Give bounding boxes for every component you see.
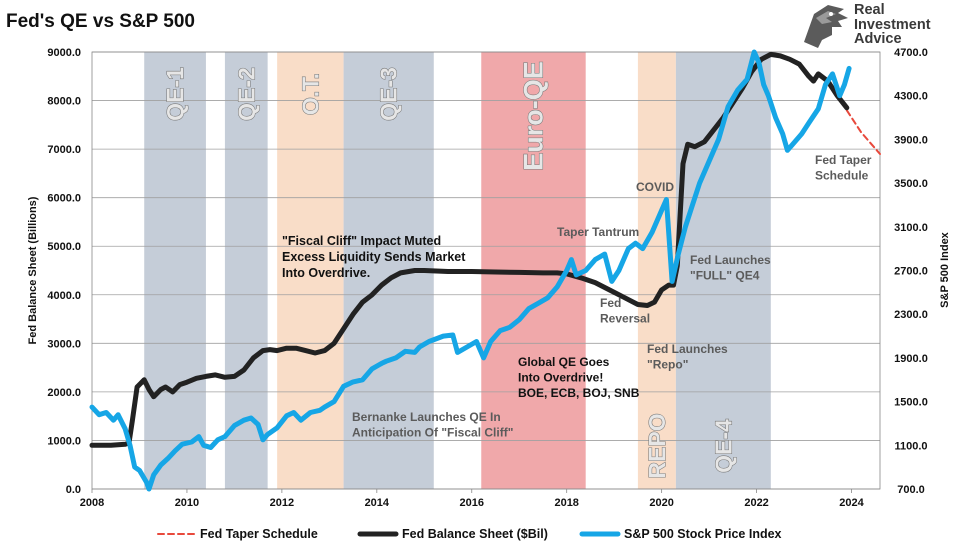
series-line-2 bbox=[89, 49, 852, 492]
y-tick-label-right: 700.0 bbox=[897, 484, 925, 496]
legend-label-1: Fed Balance Sheet ($Bil) bbox=[402, 527, 548, 541]
annotation-1: Bernanke Launches QE In Anticipation Of "… bbox=[352, 410, 513, 440]
x-tick-label: 2020 bbox=[649, 497, 673, 509]
annotation-6: Fed Launches "Repo" bbox=[647, 342, 728, 372]
period-label: Euro-QE bbox=[518, 61, 548, 171]
y-tick-label-right: 1500.0 bbox=[894, 397, 928, 409]
x-tick-label: 2012 bbox=[270, 497, 294, 509]
x-tick-label: 2008 bbox=[80, 497, 104, 509]
annotation-line: Reversal bbox=[600, 312, 650, 326]
brand-logo: Real Investment Advice bbox=[798, 2, 958, 50]
annotation-line: Into Overdrive! bbox=[518, 371, 603, 385]
y-tick-label-left: 1000.0 bbox=[47, 435, 81, 447]
annotation-7: Global QE Goes Into Overdrive! BOE, ECB, B… bbox=[518, 355, 640, 400]
annotation-line: "Repo" bbox=[647, 358, 688, 372]
annotation-4: Fed Reversal bbox=[600, 296, 650, 326]
y-tick-label-left: 8000.0 bbox=[47, 96, 81, 108]
annotation-line: "FULL" QE4 bbox=[690, 269, 760, 283]
annotation-line: BOE, ECB, BOJ, SNB bbox=[518, 386, 640, 400]
period-label: QE-4 bbox=[710, 419, 736, 473]
logo-line-3: Advice bbox=[854, 31, 902, 47]
y-tick-label-right: 3900.0 bbox=[894, 134, 928, 146]
period-label: QE-2 bbox=[233, 67, 259, 121]
y-tick-label-right: 2700.0 bbox=[894, 266, 928, 278]
chart-title: Fed's QE vs S&P 500 bbox=[6, 11, 195, 32]
shaded-period-0 bbox=[144, 52, 206, 489]
logo-line-1: Real bbox=[854, 2, 885, 18]
annotation-line: Into Overdrive. bbox=[282, 266, 370, 280]
annotation-line: Fed bbox=[600, 296, 621, 310]
legend-label-2: S&P 500 Stock Price Index bbox=[624, 527, 782, 541]
shaded-period-1 bbox=[224, 52, 268, 489]
annotation-8: Fed Taper Schedule bbox=[815, 153, 872, 183]
annotation-line: Fed Launches bbox=[690, 253, 771, 267]
annotation-line: Fed Taper bbox=[815, 153, 872, 167]
x-tick-label: 2018 bbox=[554, 497, 578, 509]
series-line-1 bbox=[89, 51, 850, 448]
y-tick-label-right: 4300.0 bbox=[894, 91, 928, 103]
annotation-line: COVID bbox=[636, 180, 674, 194]
y-tick-label-left: 0.0 bbox=[66, 484, 81, 496]
y-tick-label-right: 4700.0 bbox=[894, 47, 928, 59]
y-tick-label-left: 7000.0 bbox=[47, 144, 81, 156]
annotation-line: Excess Liquidity Sends Market bbox=[282, 250, 466, 264]
annotation-3: COVID bbox=[636, 180, 674, 194]
y-axis-label-left: Fed Balance Sheet (Billions) bbox=[27, 196, 39, 344]
y-tick-label-right: 3100.0 bbox=[894, 222, 928, 234]
period-label: QE-3 bbox=[376, 67, 402, 121]
period-label: QE-1 bbox=[162, 67, 188, 121]
x-tick-label: 2024 bbox=[839, 497, 864, 509]
y-tick-label-left: 6000.0 bbox=[47, 193, 81, 205]
annotation-line: Global QE Goes bbox=[518, 355, 610, 369]
annotation-line: Bernanke Launches QE In bbox=[352, 410, 501, 424]
x-tick-label: 2014 bbox=[365, 497, 390, 509]
x-tick-label: 2022 bbox=[744, 497, 768, 509]
y-tick-label-right: 1100.0 bbox=[894, 440, 927, 452]
y-tick-label-left: 5000.0 bbox=[47, 241, 81, 253]
period-label: REPO bbox=[644, 413, 670, 478]
plot-frame bbox=[91, 51, 881, 490]
y-tick-label-left: 2000.0 bbox=[47, 387, 81, 399]
annotation-line: Anticipation Of "Fiscal Cliff" bbox=[352, 426, 513, 440]
eagle-head-icon bbox=[804, 5, 848, 48]
annotation-5: Fed Launches "FULL" QE4 bbox=[690, 253, 771, 283]
period-label: O.T. bbox=[297, 73, 323, 115]
series-line-0 bbox=[845, 109, 881, 155]
annotation-0: "Fiscal Cliff" Impact Muted Excess Liquid… bbox=[282, 234, 466, 280]
annotation-line: Taper Tantrum bbox=[557, 225, 639, 239]
annotation-line: "Fiscal Cliff" Impact Muted bbox=[282, 234, 441, 248]
x-tick-label: 2016 bbox=[460, 497, 484, 509]
annotation-line: Fed Launches bbox=[647, 342, 728, 356]
y-tick-label-left: 9000.0 bbox=[47, 47, 81, 59]
x-tick-label: 2010 bbox=[175, 497, 199, 509]
logo-line-2: Investment bbox=[854, 16, 931, 33]
y-tick-label-right: 2300.0 bbox=[894, 309, 928, 321]
legend-label-0: Fed Taper Schedule bbox=[200, 527, 318, 541]
y-tick-label-right: 3500.0 bbox=[894, 178, 928, 190]
y-tick-label-right: 1900.0 bbox=[894, 353, 928, 365]
y-axis-label-right: S&P 500 Index bbox=[939, 231, 951, 307]
annotation-line: Schedule bbox=[815, 169, 869, 183]
y-tick-label-left: 4000.0 bbox=[47, 290, 81, 302]
y-tick-label-left: 3000.0 bbox=[47, 338, 81, 350]
annotation-2: Taper Tantrum bbox=[557, 225, 639, 239]
